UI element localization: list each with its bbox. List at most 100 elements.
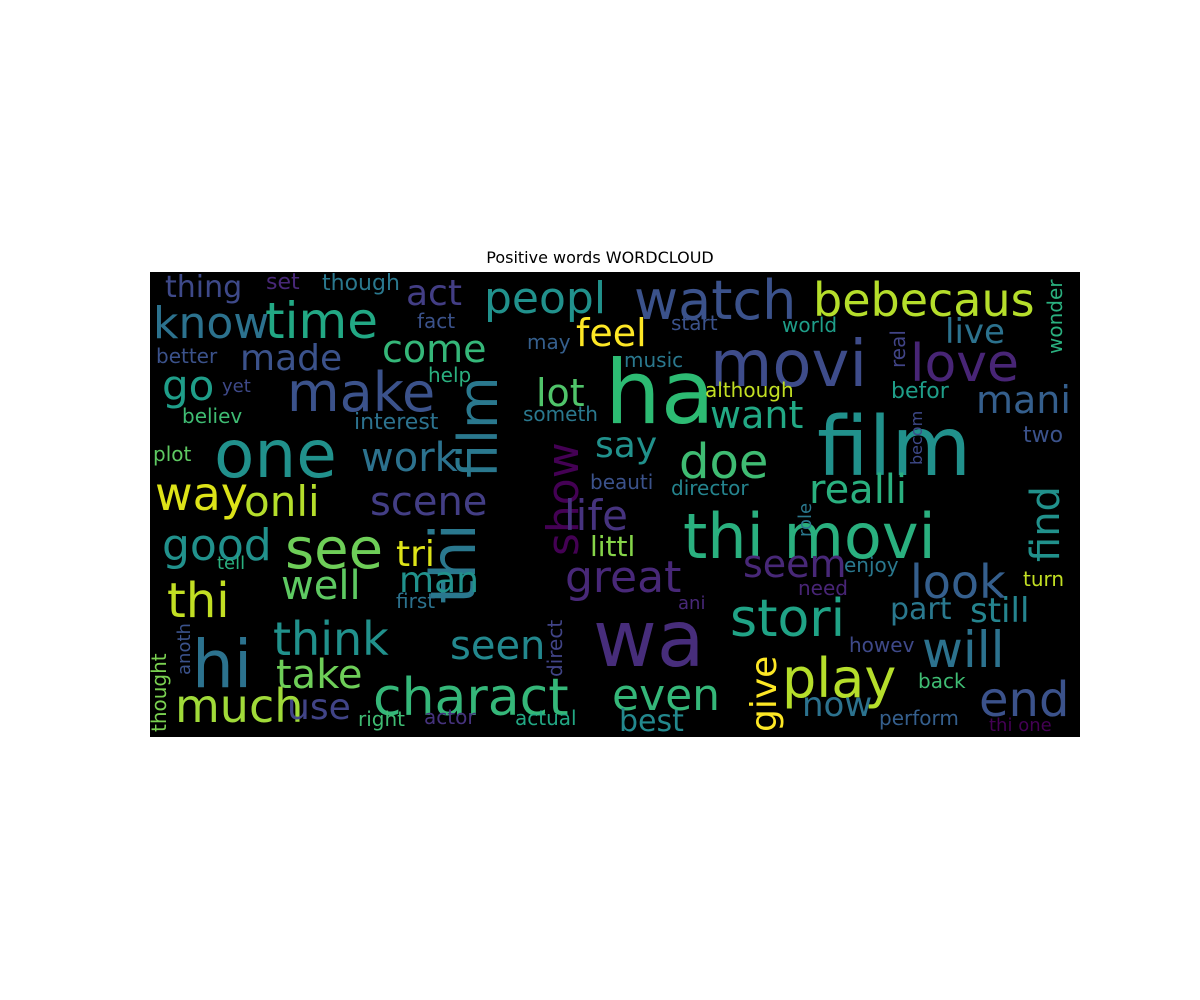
word-will: will	[922, 621, 1005, 679]
word-way: way	[155, 467, 248, 521]
word-feel: feel	[576, 311, 647, 355]
word-now: now	[802, 685, 872, 725]
word-peopl: peopl	[484, 273, 606, 324]
word-seen: seen	[450, 623, 545, 669]
word-part: part	[890, 592, 952, 627]
word-act: act	[406, 273, 462, 314]
word-hi: hi	[192, 626, 252, 703]
word-thi: thi	[167, 573, 230, 629]
word-show: show	[538, 442, 589, 556]
word-watch: watch	[634, 272, 796, 332]
word-interest: interest	[354, 410, 439, 435]
word-well: well	[281, 563, 361, 609]
word-end: end	[979, 672, 1069, 728]
word-enjoy: enjoy	[844, 553, 899, 577]
word-onli: onli	[244, 477, 320, 526]
word-take: take	[276, 652, 363, 698]
word-director: director	[671, 476, 749, 500]
word-one: one	[214, 416, 337, 493]
word-use: use	[287, 687, 351, 728]
word-befor: befor	[891, 379, 950, 404]
word-right: right	[358, 707, 405, 731]
word-live: live	[945, 312, 1005, 352]
word-say: say	[595, 425, 657, 466]
word-movi: movi	[710, 328, 867, 402]
word-tri: tri	[396, 534, 435, 575]
word-perform: perform	[879, 706, 959, 730]
word-back: back	[918, 669, 966, 693]
word-role: role	[795, 503, 816, 537]
word-even: even	[612, 670, 720, 721]
word-man: man	[399, 560, 479, 601]
word-see: see	[285, 517, 383, 582]
word-help: help	[428, 363, 471, 387]
word-made: made	[240, 338, 342, 379]
figure-title: Positive words WORDCLOUD	[486, 248, 714, 267]
word-someth: someth	[523, 402, 598, 426]
word-great: great	[565, 552, 681, 603]
word-go: go	[162, 361, 214, 410]
word-howev: howev	[849, 633, 915, 657]
word-thought: thought	[150, 653, 171, 732]
word-work: work	[361, 435, 459, 481]
word-mani: mani	[976, 378, 1071, 422]
word-film: film	[447, 376, 510, 478]
word-bebecaus: bebecaus	[813, 273, 1035, 327]
word-start: start	[671, 311, 718, 335]
word-fact: fact	[417, 309, 455, 333]
word-make: make	[287, 361, 435, 424]
word-seem: seem	[743, 542, 847, 586]
word-tell: tell	[217, 553, 245, 574]
word-first: first	[396, 589, 435, 613]
word-stori: stori	[730, 589, 845, 649]
word-scene: scene	[370, 479, 487, 525]
word-beauti: beauti	[590, 470, 653, 494]
word-wa: wa	[593, 595, 705, 685]
word-although: although	[705, 378, 794, 402]
word-play: play	[782, 647, 896, 710]
word-thi-movi: thi movi	[683, 500, 936, 573]
word-yet: yet	[222, 376, 251, 397]
word-realli: realli	[809, 467, 907, 513]
word-good: good	[162, 520, 272, 571]
word-doe: doe	[679, 434, 768, 490]
word-music: music	[624, 348, 683, 372]
word-know: know	[153, 298, 269, 349]
word-ani: ani	[678, 593, 705, 614]
word-plot: plot	[153, 442, 191, 466]
word-though: though	[322, 272, 400, 296]
word-think: think	[273, 612, 389, 666]
word-believ: believ	[182, 404, 242, 428]
word-world: world	[782, 313, 837, 337]
word-best: best	[619, 704, 684, 737]
wordcloud-canvas: ha wa film movi one thi movi thi film charact wat…	[150, 272, 1080, 737]
word-film: film	[817, 400, 971, 495]
word-need: need	[798, 576, 848, 600]
word-find: find	[1023, 486, 1069, 562]
word-real: real	[886, 330, 910, 368]
word-actual: actual	[515, 706, 577, 730]
word-life: life	[564, 491, 628, 540]
word-ha: ha	[605, 341, 715, 444]
word-look: look	[910, 555, 1006, 609]
word-thi-one: thi one	[989, 715, 1052, 736]
word-set: set	[266, 272, 300, 295]
word-actor: actor	[424, 705, 476, 729]
word-thi: thi	[417, 523, 490, 604]
word-turn: turn	[1023, 567, 1064, 591]
word-come: come	[382, 327, 487, 371]
word-direct: direct	[543, 620, 567, 677]
word-lot: lot	[536, 371, 585, 415]
word-love: love	[910, 334, 1019, 394]
word-two: two	[1023, 423, 1063, 448]
word-time: time	[265, 292, 378, 350]
word-becom: becom	[907, 411, 926, 465]
word-much: much	[175, 679, 303, 733]
word-want: want	[710, 393, 803, 437]
word-littl: littl	[590, 530, 635, 563]
word-give: give	[744, 656, 785, 732]
word-still: still	[970, 591, 1029, 631]
word-anoth: anoth	[174, 623, 195, 675]
word-better: better	[156, 344, 218, 368]
